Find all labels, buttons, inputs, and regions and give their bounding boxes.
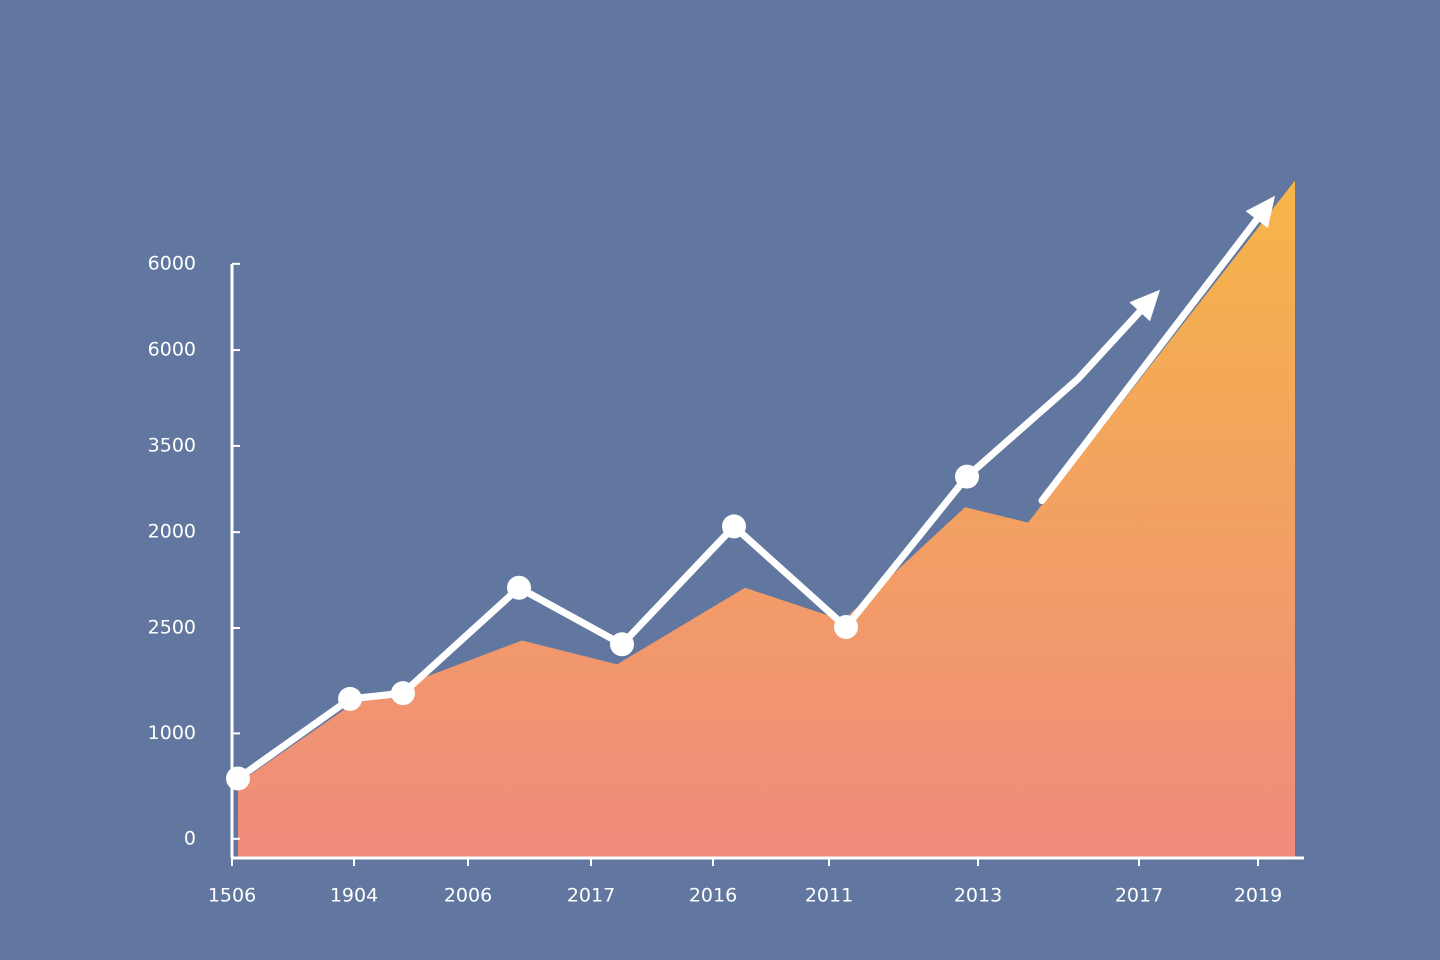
y-tick-label: 6000 — [148, 252, 196, 274]
marker — [391, 681, 415, 706]
x-tick-label: 2017 — [567, 885, 615, 907]
marker — [722, 514, 746, 539]
line — [234, 296, 1155, 782]
x-tick-label: 2019 — [1234, 885, 1282, 907]
y-tick-label: 2000 — [148, 521, 196, 543]
y-tick-label: 0 — [184, 827, 196, 849]
y-tick-label: 1000 — [148, 722, 196, 744]
x-tick-label: 2013 — [954, 885, 1002, 907]
marker — [955, 464, 979, 489]
marker — [226, 766, 250, 791]
x-tick-label: 2016 — [689, 885, 737, 907]
marker — [338, 686, 362, 711]
x-tick-label: 2006 — [444, 885, 492, 907]
x-tick-label: 2011 — [805, 885, 853, 907]
y-tick-label: 3500 — [148, 434, 196, 456]
y-tick-label: 6000 — [148, 339, 196, 361]
marker — [507, 575, 531, 600]
y-tick-label: 2500 — [148, 617, 196, 639]
x-tick-label: 2017 — [1115, 885, 1163, 907]
x-tick-label: 1904 — [330, 885, 378, 907]
x-tick-label: 1506 — [208, 885, 256, 907]
line — [1038, 203, 1270, 505]
marker — [610, 632, 634, 657]
arrow-head — [1245, 195, 1275, 229]
arrow-head — [1129, 289, 1160, 322]
marker — [834, 615, 858, 640]
area — [238, 180, 1295, 859]
